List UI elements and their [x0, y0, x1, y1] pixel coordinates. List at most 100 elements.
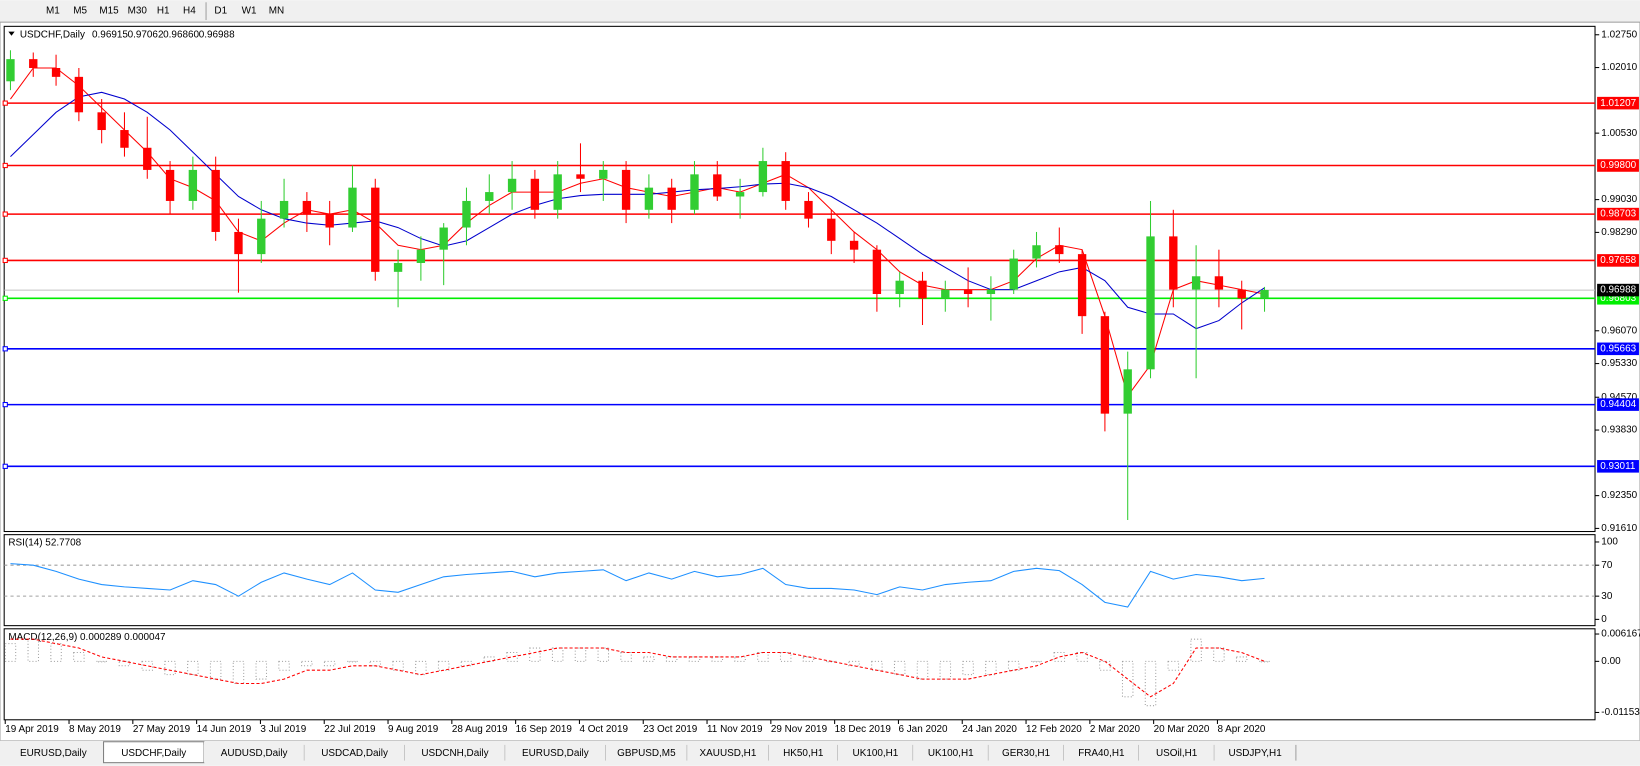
tab-label[interactable]: GER30,H1 — [1002, 748, 1050, 759]
tab-label[interactable]: USDCHF,Daily — [121, 748, 186, 759]
macd-bar — [27, 638, 40, 662]
tab[interactable] — [605, 741, 688, 763]
tab-label[interactable]: AUDUSD,Daily — [221, 748, 288, 759]
date-label: 16 Sep 2019 — [516, 724, 573, 735]
tab-label[interactable]: HK50,H1 — [783, 748, 824, 759]
candle-body — [211, 169, 220, 232]
macd-bar — [893, 660, 906, 676]
level-label: 0.99800 — [1600, 160, 1636, 171]
tab-label[interactable]: FRA40,H1 — [1078, 748, 1125, 759]
candle-body — [371, 187, 380, 272]
macd-bar — [164, 660, 176, 676]
y-tick-label: 1.02010 — [1601, 62, 1637, 73]
candle-body — [553, 174, 562, 210]
candle-body — [325, 214, 334, 228]
date-label: 28 Aug 2019 — [452, 724, 508, 735]
tab-label[interactable]: UK100,H1 — [853, 748, 899, 759]
candle-body — [941, 289, 950, 299]
macd-bar — [460, 660, 473, 667]
candle-body — [1123, 369, 1132, 414]
tab[interactable] — [768, 741, 838, 763]
macd-bar — [369, 660, 382, 667]
macd-panel — [3, 628, 1596, 721]
macd-bar — [916, 660, 929, 680]
date-label: 4 Oct 2019 — [579, 724, 628, 735]
y-tick-label: 0.96070 — [1601, 325, 1637, 336]
candle-body — [1146, 236, 1155, 370]
candle-body — [895, 280, 904, 294]
macd-bar — [50, 643, 62, 662]
y-tick-label: 1.02750 — [1601, 29, 1637, 40]
level-label: 0.94404 — [1600, 399, 1636, 410]
timeframe-button[interactable]: H1 — [157, 5, 170, 16]
y-tick-label: -0.011531 — [1601, 707, 1640, 718]
chart-window — [0, 21, 1640, 742]
tab-label[interactable]: XAUUSD,H1 — [700, 748, 757, 759]
timeframe-button[interactable]: W1 — [242, 5, 257, 16]
timeframe-button[interactable]: MN — [269, 5, 284, 16]
tab[interactable] — [1214, 741, 1296, 763]
macd-bar — [574, 647, 587, 662]
tab-label[interactable]: USOil,H1 — [1156, 748, 1198, 759]
candle-body — [690, 174, 699, 210]
macd-bar — [643, 656, 655, 662]
timeframe-button[interactable]: M30 — [128, 5, 148, 16]
candle-body — [393, 262, 403, 272]
tab[interactable] — [913, 741, 989, 763]
candle-body — [1100, 316, 1110, 414]
tab[interactable] — [304, 741, 405, 763]
candle-body — [644, 187, 654, 210]
level-label-box — [1597, 254, 1639, 267]
tab[interactable] — [837, 741, 914, 763]
tab[interactable] — [505, 741, 606, 763]
date-label: 23 Oct 2019 — [643, 724, 698, 735]
current-price-box — [1597, 283, 1639, 297]
tab-label[interactable]: USDCAD,Daily — [321, 748, 388, 759]
tab-label[interactable]: EURUSD,Daily — [20, 748, 87, 759]
y-tick-label: 0.94570 — [1601, 392, 1637, 403]
y-tick-label: 0.99030 — [1601, 194, 1637, 205]
timeframe-button[interactable]: M1 — [46, 5, 60, 16]
timeframe-button[interactable]: H4 — [183, 5, 196, 16]
tab-label[interactable]: UK100,H1 — [928, 748, 974, 759]
candle-body — [120, 130, 129, 148]
candle-body — [97, 112, 106, 131]
timeframe-button[interactable]: D1 — [214, 5, 227, 16]
timeframe-button[interactable]: M5 — [73, 5, 87, 16]
candle-body — [51, 67, 61, 77]
candle-body — [74, 76, 84, 113]
date-label: 27 May 2019 — [133, 724, 191, 735]
candle-body — [1077, 254, 1087, 317]
level-marker — [2, 162, 8, 169]
level-marker — [2, 463, 8, 469]
date-label: 12 Feb 2020 — [1026, 724, 1082, 735]
tab[interactable] — [3, 741, 104, 763]
macd-bar — [187, 660, 199, 676]
tab-label[interactable]: USDJPY,H1 — [1228, 748, 1282, 759]
level-label: 0.95663 — [1600, 343, 1636, 354]
chart-title: USDCHF,Daily — [20, 29, 85, 40]
price-panel — [3, 25, 1596, 533]
candle-body — [1237, 289, 1246, 299]
tab-label[interactable]: EURUSD,Daily — [522, 748, 589, 759]
level-marker — [2, 401, 8, 408]
candle-body — [827, 218, 836, 241]
tab-label[interactable]: USDCNH,Daily — [421, 748, 488, 759]
candle-body — [1214, 276, 1224, 290]
tab-label[interactable]: GBPUSD,M5 — [617, 748, 676, 759]
y-tick-label: 0.92350 — [1601, 490, 1637, 501]
timeframe-button[interactable]: M15 — [99, 5, 119, 16]
tab[interactable] — [1063, 741, 1140, 763]
tab[interactable] — [404, 741, 506, 763]
toolbar — [0, 0, 1640, 23]
tab[interactable] — [203, 741, 305, 763]
date-label: 14 Jun 2019 — [197, 724, 252, 735]
candle-body — [1055, 245, 1064, 255]
tab[interactable] — [1139, 741, 1215, 763]
tab[interactable] — [988, 741, 1064, 763]
date-label: 2 Mar 2020 — [1090, 724, 1141, 735]
tab[interactable] — [687, 741, 769, 763]
macd-bar — [1213, 647, 1225, 662]
quote-value: 0.96988 — [199, 29, 235, 40]
macd-title: MACD(12,26,9) 0.000289 0.000047 — [8, 632, 166, 643]
